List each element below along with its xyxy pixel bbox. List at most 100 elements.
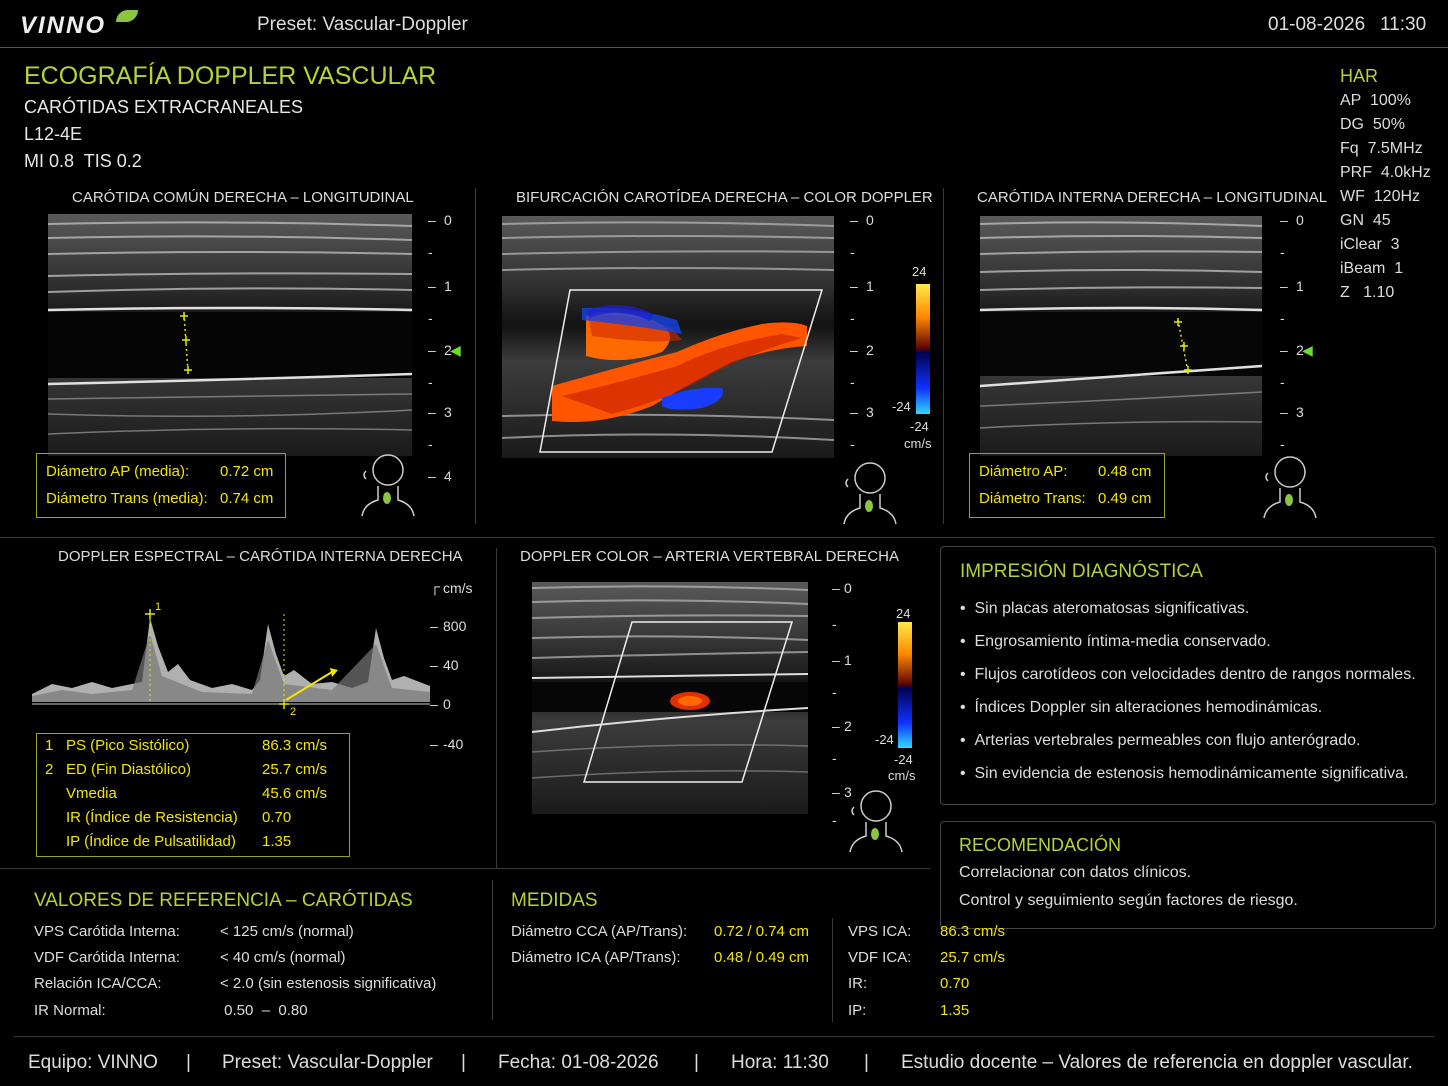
- divider: [496, 548, 497, 868]
- panel-title: BIFURCACIÓN CAROTÍDEA DERECHA – COLOR DO…: [516, 189, 933, 206]
- divider: [943, 188, 944, 524]
- har-item: PRF 4.0kHz: [1340, 164, 1431, 181]
- reference-value: < 40 cm/s (normal): [220, 949, 346, 966]
- har-item: WF 120Hz: [1340, 188, 1421, 205]
- impression-item: • Sin placas ateromatosas significativas…: [960, 600, 1250, 617]
- panel-title: DOPPLER COLOR – ARTERIA VERTEBRAL DERECH…: [520, 548, 900, 565]
- measures-title: MEDIDAS: [511, 890, 598, 911]
- measurement-box: Diámetro AP (media): 0.72 cm Diámetro Tr…: [36, 453, 286, 518]
- neck-icon: [360, 450, 416, 518]
- reference-title: VALORES DE REFERENCIA – CARÓTIDAS: [34, 890, 413, 911]
- measurement-box: Diámetro AP: 0.48 cm Diámetro Trans: 0.4…: [969, 453, 1165, 518]
- measure-value: 0.48 / 0.49 cm: [714, 949, 810, 966]
- recommendation-panel: RECOMENDACIÓN Correlacionar con datos cl…: [940, 821, 1436, 929]
- color-doppler-image-bifurcation[interactable]: [502, 216, 834, 458]
- color-scale-top: 24: [896, 606, 911, 621]
- footer-note: Estudio docente – Valores de referencia …: [901, 1052, 1413, 1073]
- har-item: Z 1.10: [1340, 284, 1395, 301]
- color-scale-bottom: -24: [910, 419, 929, 434]
- color-scale-left: -24: [892, 399, 911, 414]
- study-subtitle: CARÓTIDAS EXTRACRANEALES: [24, 97, 304, 117]
- brand-logo: VINNO: [20, 10, 138, 40]
- har-item: iClear 3: [1340, 236, 1400, 253]
- measure-value: 86.3 cm/s: [940, 923, 1006, 940]
- velocity-scale: ┌ cm/s –800 –40 –0 – -40: [430, 578, 473, 752]
- measure-value: 0.72 / 0.74 cm: [714, 923, 810, 940]
- probe-label: L12-4E: [24, 124, 83, 144]
- footer-hora: Hora: 11:30: [731, 1052, 829, 1073]
- measure-label: VPS ICA:: [848, 923, 912, 940]
- measure-label: Diámetro ICA (AP/Trans):: [511, 949, 681, 966]
- divider: [832, 918, 833, 1022]
- bmode-image-ica[interactable]: [980, 216, 1262, 456]
- depth-scale: –0 - –1 - –2 - –3 -: [850, 212, 874, 452]
- study-title: ECOGRAFÍA DOPPLER VASCULAR: [24, 62, 437, 90]
- recommendation-title: RECOMENDACIÓN: [959, 835, 1122, 855]
- reference-label: IR Normal:: [34, 1002, 106, 1019]
- color-scale-left: -24: [875, 732, 894, 747]
- reference-value: < 125 cm/s (normal): [220, 923, 354, 940]
- bmode-image-cca[interactable]: [48, 214, 412, 456]
- reference-label: VDF Carótida Interna:: [34, 949, 180, 966]
- divider: [492, 880, 493, 1020]
- measure-label: VDF ICA:: [848, 949, 912, 966]
- divider: [0, 537, 1434, 538]
- har-item: GN 45: [1340, 212, 1391, 229]
- spectral-measurements: 1 PS (Pico Sistólico) 86.3 cm/s 2 ED (Fi…: [36, 733, 350, 857]
- header-divider: [0, 47, 1448, 48]
- header-time: 11:30: [1380, 14, 1427, 35]
- har-item: iBeam 1: [1340, 260, 1404, 277]
- impression-title: IMPRESIÓN DIAGNÓSTICA: [960, 561, 1203, 582]
- impression-item: • Engrosamiento íntima-media conservado.: [960, 633, 1271, 650]
- impression-item: • Flujos carotídeos con velocidades dent…: [960, 666, 1416, 683]
- measure-value: 1.35: [940, 1002, 970, 1019]
- peak-marker-label: 1: [155, 601, 162, 613]
- measure-value: 25.7 cm/s: [940, 949, 1006, 966]
- measure-label: Diámetro CCA (AP/Trans):: [511, 923, 688, 940]
- impression-item: • Sin evidencia de estenosis hemodinámic…: [960, 765, 1409, 782]
- footer-fecha: Fecha: 01-08-2026: [498, 1052, 659, 1073]
- depth-scale: –0 - –1 - –2 - –3 -: [832, 580, 852, 828]
- har-params: HAR AP 100% DG 50% Fq 7.5MHz PRF 4.0kHz …: [1340, 66, 1440, 306]
- focus-marker: ◀: [450, 342, 461, 358]
- measure-value: 0.70: [940, 975, 970, 992]
- reference-value: < 2.0 (sin estenosis significativa): [220, 975, 437, 992]
- reference-value: 0.50 – 0.80: [220, 1002, 308, 1019]
- color-scale-bar: [916, 284, 930, 414]
- color-doppler-image-vertebral[interactable]: [532, 582, 808, 814]
- indices-label: MI 0.8 TIS 0.2: [24, 151, 142, 171]
- neck-icon: [1262, 452, 1318, 520]
- color-scale-unit: cm/s: [888, 768, 916, 783]
- measure-label: IP:: [848, 1002, 867, 1019]
- color-scale-top: 24: [912, 264, 927, 279]
- recommendation-line: Control y seguimiento según factores de …: [959, 892, 1298, 909]
- spectral-doppler-trace[interactable]: [32, 584, 430, 734]
- har-title: HAR: [1340, 66, 1379, 86]
- footer-separator: |: [864, 1052, 869, 1073]
- preset-label: Preset: Vascular-Doppler: [257, 14, 468, 35]
- reference-label: VPS Carótida Interna:: [34, 923, 180, 940]
- ed-marker-label: 2: [290, 706, 297, 718]
- divider: [475, 188, 476, 524]
- impression-panel: IMPRESIÓN DIAGNÓSTICA • Sin placas atero…: [940, 546, 1436, 805]
- reference-label: Relación ICA/CCA:: [34, 975, 162, 992]
- measure-label: IR:: [848, 975, 868, 992]
- neck-icon: [848, 786, 904, 854]
- color-scale-bottom: -24: [894, 752, 913, 767]
- footer-equipo: Equipo: VINNO: [28, 1052, 158, 1073]
- header-date: 01-08-2026: [1268, 14, 1366, 35]
- footer-separator: |: [461, 1052, 466, 1073]
- leaf-icon: [116, 10, 138, 22]
- depth-scale: –0 - –1 - –2 ◀ - –3 - –4: [428, 212, 461, 484]
- neck-icon: [842, 458, 898, 526]
- har-item: AP 100%: [1340, 92, 1411, 109]
- har-item: Fq 7.5MHz: [1340, 140, 1423, 157]
- footer-separator: |: [186, 1052, 191, 1073]
- panel-title: CARÓTIDA INTERNA DERECHA – LONGITUDINAL: [977, 189, 1328, 206]
- color-scale-bar: [898, 622, 912, 748]
- recommendation-line: Correlacionar con datos clínicos.: [959, 864, 1192, 881]
- impression-item: • Arterias vertebrales permeables con fl…: [960, 732, 1361, 749]
- har-item: DG 50%: [1340, 116, 1405, 133]
- footer-separator: |: [694, 1052, 699, 1073]
- impression-item: • Índices Doppler sin alteraciones hemod…: [960, 699, 1323, 716]
